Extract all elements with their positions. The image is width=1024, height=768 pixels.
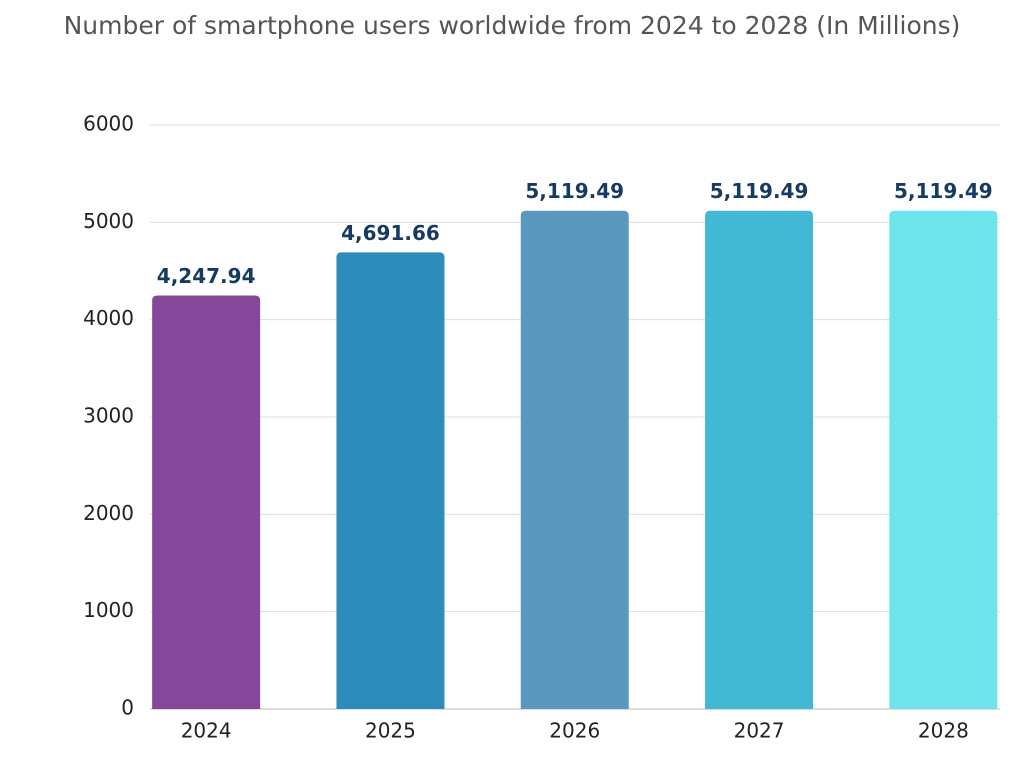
value-label: 5,119.49 (525, 179, 624, 203)
bar (705, 210, 814, 709)
x-tick-label: 2027 (734, 719, 785, 743)
bar (336, 252, 445, 709)
value-label: 4,691.66 (341, 221, 440, 245)
value-label: 5,119.49 (894, 179, 993, 203)
y-tick-label: 0 (121, 696, 134, 720)
x-tick-label: 2028 (918, 719, 969, 743)
x-tick-label: 2024 (181, 719, 232, 743)
y-tick-label: 5000 (83, 209, 134, 233)
bar (889, 210, 998, 709)
bar (520, 210, 629, 709)
y-tick-label: 1000 (83, 598, 134, 622)
value-label: 5,119.49 (710, 179, 809, 203)
y-tick-label: 6000 (83, 112, 134, 136)
y-tick-label: 3000 (83, 404, 134, 428)
bar (152, 295, 261, 709)
x-tick-label: 2026 (549, 719, 600, 743)
y-tick-label: 4000 (83, 306, 134, 330)
x-tick-label: 2025 (365, 719, 416, 743)
y-tick-label: 2000 (83, 501, 134, 525)
chart-title: Number of smartphone users worldwide fro… (64, 11, 961, 40)
value-label: 4,247.94 (157, 264, 256, 288)
